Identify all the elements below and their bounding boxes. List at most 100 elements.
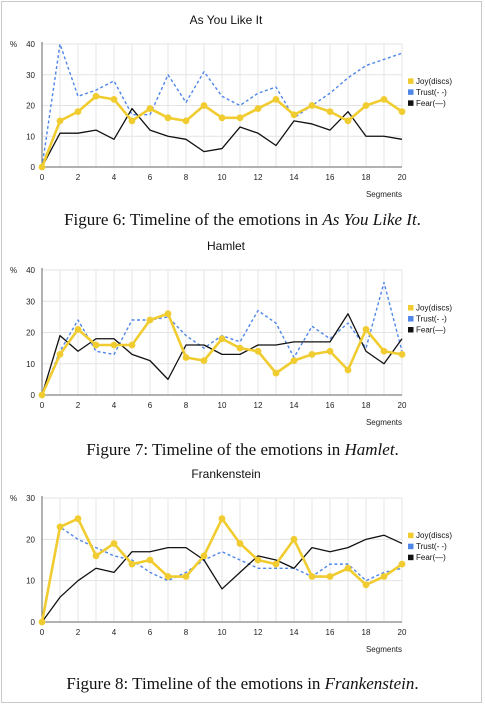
data-point-joy-discs [272, 369, 280, 377]
data-point-joy-discs [308, 350, 316, 358]
data-point-joy-discs [56, 523, 64, 531]
data-point-joy-discs [74, 515, 82, 523]
x-tick-label: 14 [290, 401, 299, 410]
series-line-trust [41, 43, 403, 168]
legend-label-fear: Fear(—) [416, 326, 446, 335]
legend-swatch-fear [408, 327, 414, 333]
data-point-joy-discs [164, 573, 172, 580]
y-tick-label: 10 [26, 577, 35, 586]
y-tick-label: 30 [26, 71, 35, 80]
x-tick-label: 6 [148, 173, 153, 182]
x-tick-label: 10 [218, 173, 227, 182]
x-tick-label: 4 [112, 401, 117, 410]
x-axis-label: Segments [366, 645, 402, 654]
chart-hamlet: Hamlet 0 10 20 30 40% 0 2 4 6 8 10 12 14 16 18 20 Segment… [0, 238, 485, 436]
x-tick-label: 20 [398, 628, 407, 637]
x-tick-label: 10 [218, 628, 227, 637]
data-point-joy-discs [110, 540, 118, 547]
y-tick-label: 10 [26, 360, 35, 369]
data-point-joy-discs [398, 560, 406, 568]
data-point-joy-discs [218, 515, 226, 523]
data-point-joy-discs [92, 341, 100, 349]
data-point-joy-discs [182, 573, 190, 580]
data-point-joy-discs [362, 325, 370, 333]
data-point-joy-discs [326, 347, 334, 355]
x-tick-label: 4 [112, 173, 117, 182]
x-tick-label: 20 [398, 173, 407, 182]
data-point-joy-discs [92, 552, 100, 560]
x-tick-label: 0 [40, 628, 45, 637]
caption-prefix: Figure 8: Timeline of the emotions in [66, 674, 325, 693]
figure-caption-6: Figure 6: Timeline of the emotions in As… [0, 210, 485, 230]
x-tick-label: 12 [254, 401, 263, 410]
caption-work: Hamlet [344, 440, 395, 459]
legend-label-trust: Trust(- -) [416, 315, 447, 324]
x-tick-label: 14 [290, 173, 299, 182]
y-axis-label: % [10, 40, 17, 49]
y-axis-label: % [10, 494, 17, 503]
caption-suffix: . [394, 440, 399, 459]
x-tick-label: 12 [254, 173, 263, 182]
caption-work: Frankenstein [324, 674, 415, 693]
x-tick-label: 16 [326, 401, 335, 410]
x-tick-label: 16 [326, 628, 335, 637]
legend-label-joy-discs: Joy(discs) [416, 77, 452, 86]
legend-swatch-joy-discs [408, 78, 414, 84]
data-point-joy-discs [380, 347, 388, 355]
data-point-joy-discs [254, 347, 262, 355]
legend-swatch-joy-discs [408, 305, 414, 311]
data-point-joy-discs [200, 552, 208, 560]
data-point-joy-discs [308, 102, 316, 109]
data-point-joy-discs [56, 117, 64, 125]
data-point-joy-discs [146, 556, 154, 564]
x-axis-label: Segments [366, 190, 402, 199]
y-tick-label: 0 [31, 618, 36, 627]
data-point-joy-discs [56, 350, 64, 358]
data-point-joy-discs [182, 117, 190, 125]
data-point-joy-discs [236, 344, 244, 352]
x-tick-label: 14 [290, 628, 299, 637]
data-point-joy-discs [272, 560, 280, 568]
x-tick-label: 6 [148, 401, 153, 410]
data-point-joy-discs [344, 366, 352, 374]
data-point-joy-discs [380, 95, 388, 103]
data-point-joy-discs [146, 316, 154, 324]
data-point-joy-discs [254, 556, 262, 564]
x-tick-label: 8 [184, 401, 189, 410]
figure-caption-8: Figure 8: Timeline of the emotions in Fr… [0, 674, 485, 694]
data-point-joy-discs [182, 354, 190, 361]
data-point-joy-discs [74, 108, 82, 116]
y-tick-label: 20 [26, 102, 35, 111]
y-tick-label: 10 [26, 132, 35, 141]
data-point-joy-discs [344, 564, 352, 572]
legend-swatch-joy-discs [408, 532, 414, 539]
data-point-joy-discs [38, 391, 46, 399]
caption-prefix: Figure 6: Timeline of the emotions in [64, 210, 323, 229]
legend-swatch-trust [408, 89, 414, 95]
series-line-fear [41, 534, 403, 623]
legend-label-fear: Fear(—) [416, 553, 446, 562]
chart-svg: Frankenstein 0 10 20 30% 0 2 4 6 8 10 12 14 16 18 20 Seg… [10, 468, 452, 654]
data-point-joy-discs [290, 111, 298, 119]
caption-work: As You Like It [322, 210, 417, 229]
caption-suffix: . [416, 210, 421, 229]
x-tick-label: 18 [362, 628, 371, 637]
data-point-joy-discs [92, 92, 100, 100]
y-axis-label: % [10, 266, 17, 275]
x-tick-label: 10 [218, 401, 227, 410]
y-tick-label: 40 [26, 266, 35, 275]
y-tick-label: 20 [26, 329, 35, 338]
y-tick-label: 0 [31, 163, 36, 172]
x-tick-label: 0 [40, 173, 45, 182]
data-point-joy-discs [254, 105, 262, 112]
data-point-joy-discs [200, 102, 208, 109]
data-point-joy-discs [236, 540, 244, 547]
x-tick-label: 4 [112, 628, 117, 637]
data-point-joy-discs [218, 335, 226, 343]
data-point-joy-discs [38, 163, 46, 171]
y-tick-label: 40 [26, 40, 35, 49]
data-point-joy-discs [344, 117, 352, 125]
caption-prefix: Figure 7: Timeline of the emotions in [86, 440, 345, 459]
x-tick-label: 8 [184, 173, 189, 182]
data-point-joy-discs [74, 325, 82, 333]
